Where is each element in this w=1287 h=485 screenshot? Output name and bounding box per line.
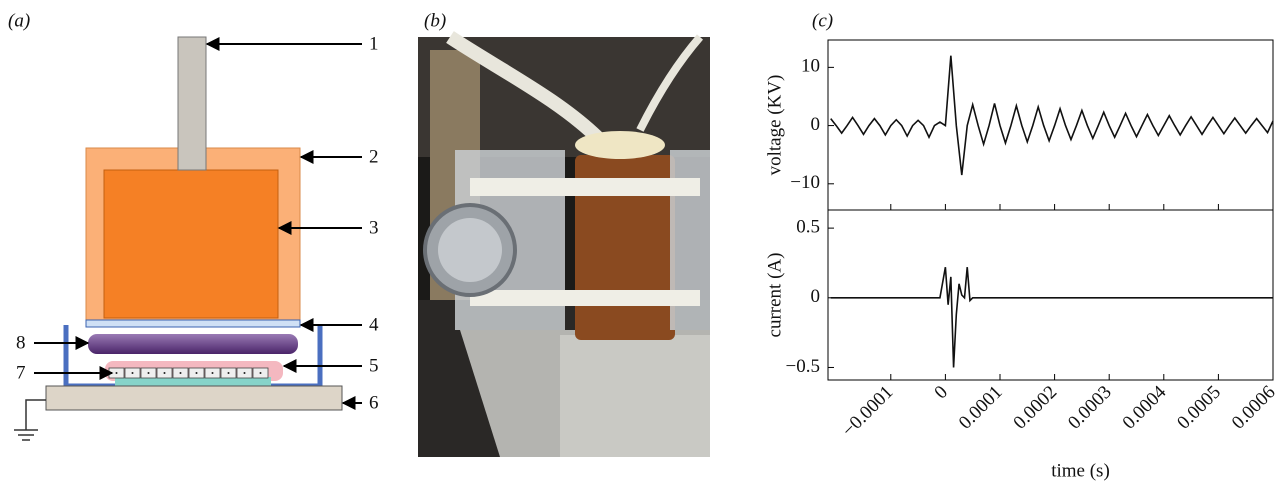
- data-line: [831, 56, 1273, 175]
- cell-dot: [244, 372, 246, 374]
- callout: 5: [369, 355, 379, 376]
- plot-frame: [828, 40, 1273, 210]
- callout: 3: [369, 217, 379, 238]
- y-tick-label: 0: [811, 114, 821, 135]
- cell-dot: [260, 372, 262, 374]
- callout: 4: [369, 314, 379, 335]
- callout: 8: [16, 332, 26, 353]
- cell-dot: [164, 372, 166, 374]
- ground: [14, 400, 46, 440]
- cell-dot: [116, 372, 118, 374]
- callout: 2: [369, 146, 379, 167]
- plot-frame: [828, 210, 1273, 380]
- x-tick-label: −0.0001: [838, 382, 897, 441]
- cell-dot: [180, 372, 182, 374]
- panel-label: (b): [424, 10, 446, 31]
- cell-dot: [148, 372, 150, 374]
- cell-dot: [212, 372, 214, 374]
- photo: [418, 37, 710, 457]
- panel-label: (c): [812, 10, 833, 31]
- y-axis-label: voltage (KV): [764, 75, 785, 176]
- base: [46, 386, 342, 410]
- cell-dot: [196, 372, 198, 374]
- x-axis-label: time (s): [1051, 460, 1110, 481]
- diagram: 1 2 3 4 5 6 7 8: [14, 33, 379, 440]
- cell-dot: [228, 372, 230, 374]
- x-tick-label: 0.0002: [1009, 382, 1061, 434]
- y-tick-label: −10: [790, 172, 820, 193]
- x-tick-label: 0.0003: [1064, 382, 1116, 434]
- y-tick-label: 0: [811, 286, 821, 307]
- data-line: [831, 267, 1273, 367]
- y-tick-label: 10: [801, 56, 820, 77]
- plate: [86, 320, 300, 327]
- x-tick-label: 0.0001: [955, 382, 1007, 434]
- inner-block: [104, 170, 278, 318]
- figure: (a) (b) (c) 1 2 3 4 5 6 7 8 −10010voltag…: [0, 0, 1287, 485]
- layer-8: [88, 334, 298, 354]
- x-tick-label: 0: [930, 382, 952, 404]
- y-tick-label: 0.5: [796, 216, 820, 237]
- y-tick-label: −0.5: [786, 356, 820, 377]
- callout: 6: [369, 392, 379, 413]
- x-tick-label: 0.0006: [1228, 382, 1280, 434]
- callout: 1: [369, 33, 379, 54]
- rod: [178, 37, 206, 170]
- y-axis-label: current (A): [764, 253, 785, 338]
- x-tick-label: 0.0005: [1173, 382, 1225, 434]
- panel-label: (a): [8, 10, 30, 31]
- callout: 7: [16, 362, 26, 383]
- x-tick-label: 0.0004: [1119, 381, 1171, 433]
- cell-dot: [132, 372, 134, 374]
